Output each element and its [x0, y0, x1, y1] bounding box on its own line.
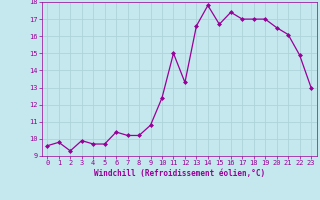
- X-axis label: Windchill (Refroidissement éolien,°C): Windchill (Refroidissement éolien,°C): [94, 169, 265, 178]
